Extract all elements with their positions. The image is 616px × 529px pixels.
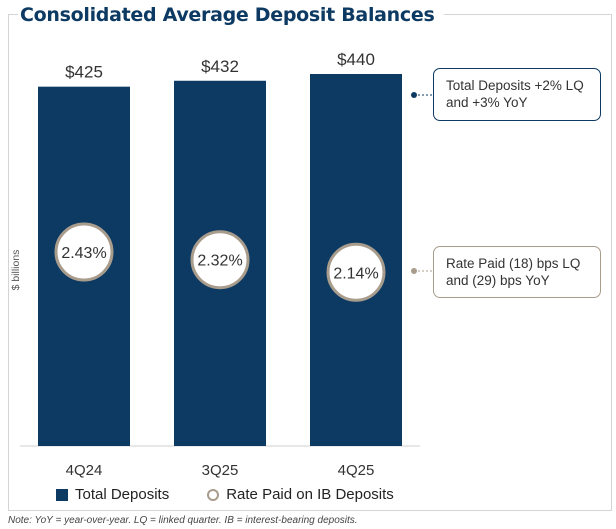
x-tick-label-4Q24: 4Q24 xyxy=(66,462,103,479)
callout-deposits: Total Deposits +2% LQ and +3% YoY xyxy=(433,68,601,121)
rate-bubble-3Q25 xyxy=(190,230,250,290)
legend-label-deposits: Total Deposits xyxy=(75,486,170,503)
rate-bubble-4Q25 xyxy=(326,242,386,302)
legend: Total Deposits Rate Paid on IB Deposits xyxy=(56,486,432,503)
rate-label-4Q24: 2.43% xyxy=(61,245,106,262)
legend-label-rate: Rate Paid on IB Deposits xyxy=(226,486,394,503)
rate-bubble-4Q24 xyxy=(54,222,114,282)
x-tick-label-4Q25: 4Q25 xyxy=(338,462,375,479)
legend-item-deposits: Total Deposits xyxy=(56,486,169,503)
rate-label-3Q25: 2.32% xyxy=(197,253,242,270)
bar-value-label-4Q25: $440 xyxy=(337,50,375,69)
legend-item-rate: Rate Paid on IB Deposits xyxy=(207,486,394,503)
bar-value-label-3Q25: $432 xyxy=(201,57,239,76)
x-tick-label-3Q25: 3Q25 xyxy=(202,462,239,479)
legend-swatch-deposits xyxy=(56,488,68,501)
callout-rate-dot xyxy=(411,268,417,274)
rate-label-4Q25: 2.14% xyxy=(333,265,378,282)
footnote: Note: YoY = year-over-year. LQ = linked … xyxy=(8,515,358,526)
chart-title: Consolidated Average Deposit Balances xyxy=(18,2,445,28)
callout-deposits-dot xyxy=(411,92,417,98)
callout-rate: Rate Paid (18) bps LQ and (29) bps YoY xyxy=(433,246,601,298)
legend-swatch-rate xyxy=(207,488,220,501)
bar-value-label-4Q24: $425 xyxy=(65,63,103,82)
